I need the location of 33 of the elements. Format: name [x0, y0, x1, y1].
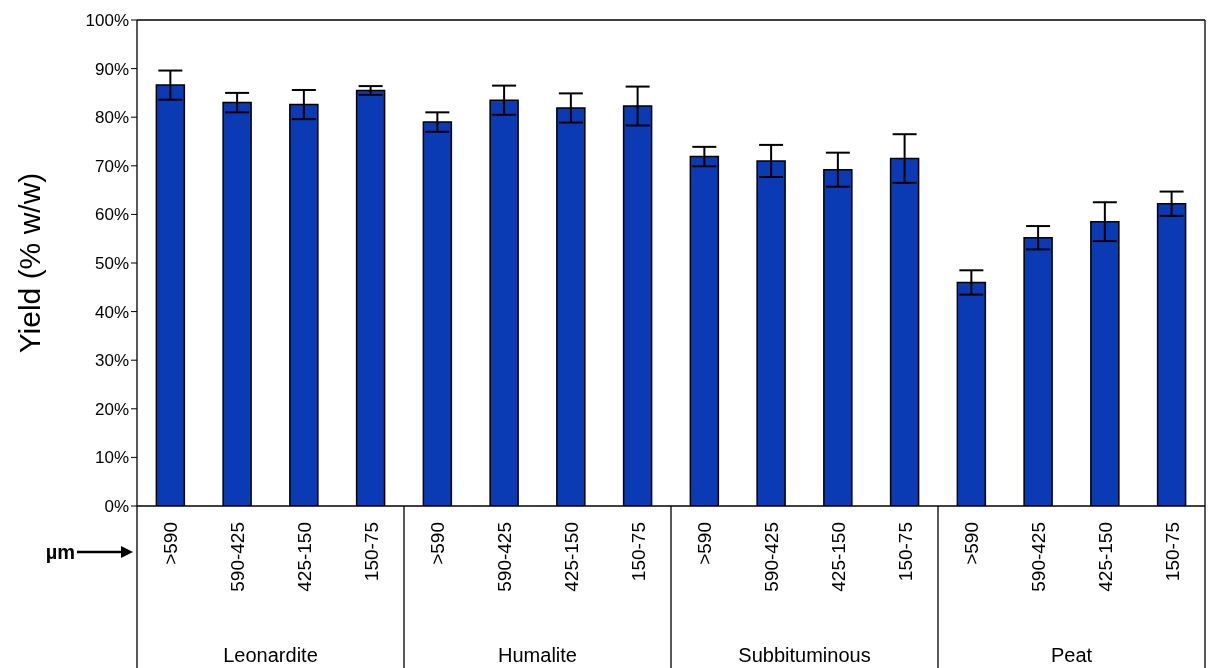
y-tick-label: 50%: [94, 254, 129, 274]
y-tick-label: 30%: [94, 351, 129, 371]
text: Leonardite: [223, 644, 318, 666]
x-tick-label: 590-425: [761, 522, 783, 592]
y-tick-label: 100%: [85, 11, 129, 31]
x-tick-label: 425-150: [1094, 522, 1116, 592]
x-tick-label: >590: [160, 522, 182, 565]
x-tick-label: 150-75: [360, 522, 382, 582]
x-tick-label: 150-75: [627, 522, 649, 582]
text: Peat: [1050, 644, 1093, 666]
x-tick-label: 590-425: [1028, 522, 1050, 592]
x-tick-label: >590: [961, 522, 983, 565]
y-tick-label: 20%: [94, 399, 129, 419]
y-tick-label: 60%: [94, 205, 129, 225]
y-tick-label: 90%: [94, 59, 129, 79]
y-tick-label: 80%: [94, 108, 129, 128]
y-axis-title: Yield (% w/w): [13, 172, 46, 354]
x-tick-label: >590: [427, 522, 449, 565]
x-axis-title: µm: [45, 541, 75, 563]
x-tick-label: 425-150: [827, 522, 849, 592]
x-tick-label: 590-425: [227, 522, 249, 592]
x-tick-label: 150-75: [894, 522, 916, 582]
y-tick-label: 10%: [94, 448, 129, 468]
text: Humalite: [498, 644, 577, 666]
y-tick-label: 0%: [104, 497, 129, 517]
text: Subbituminous: [738, 644, 871, 666]
x-tick-label: 590-425: [494, 522, 516, 592]
x-tick-label: 425-150: [560, 522, 582, 592]
x-tick-label: >590: [694, 522, 716, 565]
y-tick-label: 40%: [94, 302, 129, 322]
y-tick-label: 70%: [94, 156, 129, 176]
x-tick-label: 425-150: [293, 522, 315, 592]
x-tick-label: 150-75: [1161, 522, 1183, 582]
